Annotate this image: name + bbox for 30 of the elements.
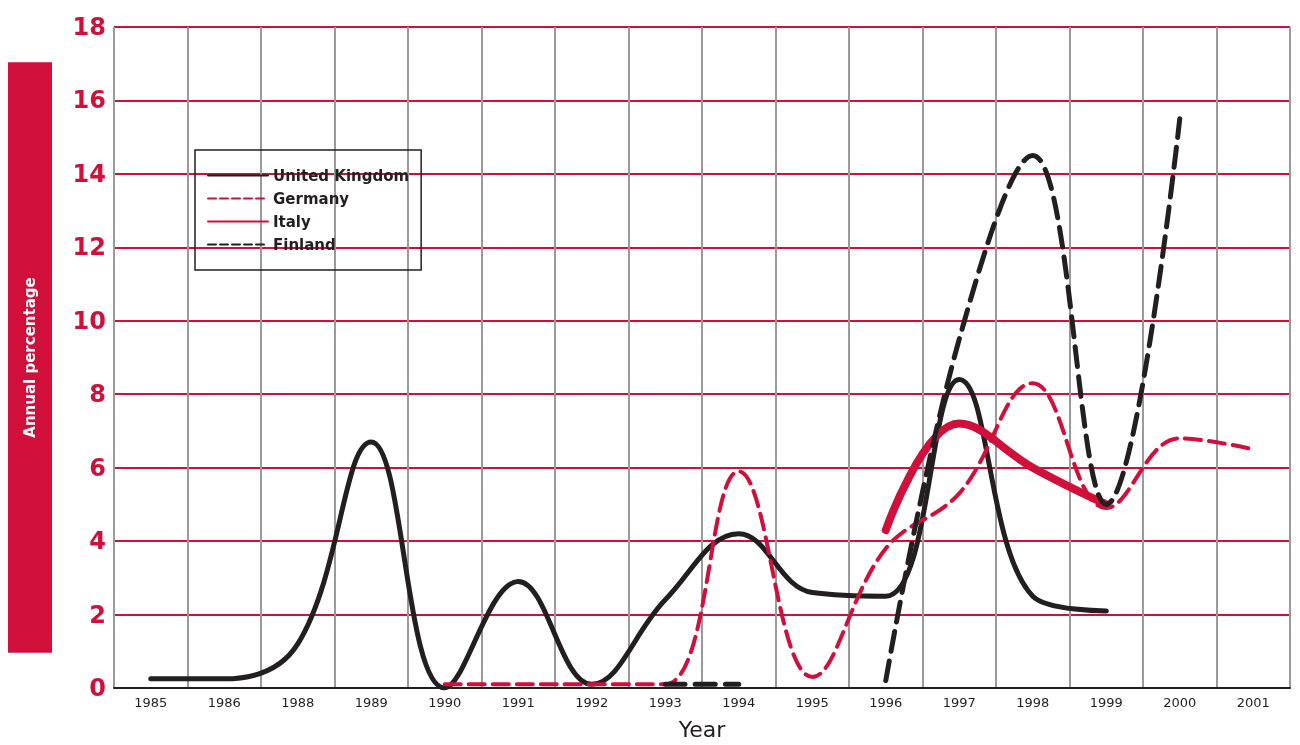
x-tick-label: 1985: [134, 695, 168, 710]
y-tick-label: 4: [89, 527, 106, 556]
x-tick-label: 1992: [575, 695, 609, 710]
y-tick-label: 0: [89, 674, 106, 702]
y-tick-label: 2: [89, 600, 106, 629]
x-tick-label: 1998: [1016, 695, 1050, 710]
x-tick-label: 1995: [795, 695, 829, 710]
x-tick-label: 1990: [428, 695, 462, 710]
legend-label: Italy: [273, 212, 312, 231]
x-tick-label: 2001: [1236, 695, 1270, 710]
x-axis-title: Year: [677, 716, 727, 742]
x-tick-label: 1986: [207, 695, 241, 710]
x-tick-label: 1993: [648, 695, 682, 710]
x-tick-label: 1988: [281, 695, 315, 710]
x-tick-label: 1991: [501, 695, 535, 710]
y-tick-label: 8: [89, 380, 106, 409]
y-axis-title: Annual percentage: [21, 277, 39, 438]
x-tick-label: 1999: [1089, 695, 1123, 710]
x-tick-label: 1994: [722, 695, 756, 710]
y-tick-label: 14: [72, 159, 106, 188]
x-tick-label: 1996: [869, 695, 903, 710]
y-tick-label: 18: [72, 13, 106, 41]
x-tick-label: 1997: [942, 695, 976, 710]
y-tick-label: 10: [72, 306, 106, 335]
y-tick-label: 16: [72, 86, 106, 115]
x-tick-label: 1989: [354, 695, 388, 710]
x-tick-label: 2000: [1163, 695, 1197, 710]
y-tick-label: 6: [89, 453, 106, 482]
y-tick-label: 12: [72, 233, 106, 262]
legend-label: Germany: [273, 189, 350, 208]
